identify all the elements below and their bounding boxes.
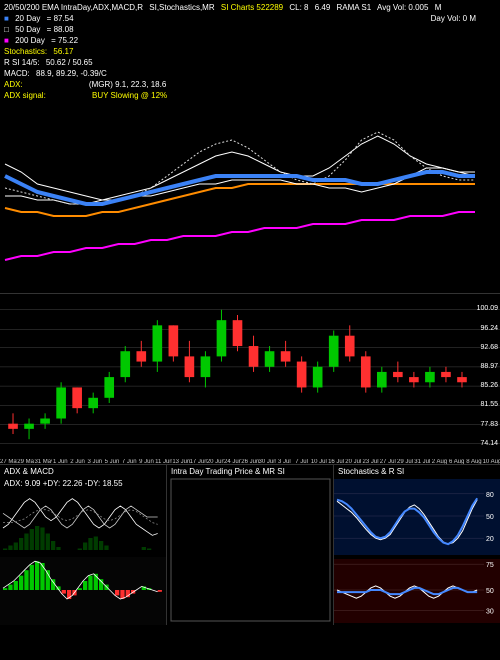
adx-values: ADX: 9.09 +DY: 22.26 -DY: 18.55 [4, 479, 123, 488]
rsi-label: R SI 14/5: [4, 58, 40, 67]
svg-text:20: 20 [486, 536, 494, 543]
y-axis-label: 77.83 [480, 421, 498, 428]
stoch-label: Stochastics: [4, 47, 47, 56]
ema50-val: 88.08 [54, 25, 74, 34]
ema200-label: 200 Day [15, 36, 45, 45]
indicator-row: ADX & MACD ADX: 9.09 +DY: 22.26 -DY: 18.… [0, 464, 500, 625]
adx-val: (MGR) 9.1, 22.3, 18.6 [89, 80, 166, 89]
adx-macd-panel: ADX & MACD ADX: 9.09 +DY: 22.26 -DY: 18.… [0, 464, 166, 625]
y-axis-label: 88.97 [480, 363, 498, 370]
y-axis-label: 85.26 [480, 382, 498, 389]
stoch-panel: Stochastics & R SI 80 50 20 75 50 30 [333, 464, 500, 625]
adx-sig-val: BUY Slowing @ 12% [92, 91, 167, 100]
macd-val: 88.9, 89.29, -0.39/C [36, 69, 107, 78]
dayvol: Day Vol: 0 M [431, 13, 476, 24]
adx-sig-label: ADX signal: [4, 91, 46, 100]
ema20-label: 20 Day [15, 14, 40, 23]
intra-title: Intra Day Trading Price & MR SI [171, 467, 285, 476]
intraday-panel: Intra Day Trading Price & MR SI [166, 464, 333, 625]
ticker: RAMA S1 [337, 3, 372, 12]
close-label: CL: 8 [289, 3, 308, 12]
avgvol: Avg Vol: 0.005 [377, 3, 428, 12]
main-line-chart [0, 103, 500, 293]
svg-text:80: 80 [486, 492, 494, 499]
ema20-val: 87.54 [54, 14, 74, 23]
macd-label: MACD: [4, 69, 30, 78]
title-part: SI Charts 522289 [221, 3, 283, 12]
adx-label: ADX: [4, 80, 23, 89]
avgvol-unit: M [435, 3, 442, 12]
y-axis-label: 81.55 [480, 401, 498, 408]
svg-text:50: 50 [486, 514, 494, 521]
svg-text:50: 50 [486, 588, 494, 595]
ema50-label: 50 Day [15, 25, 40, 34]
y-axis-label: 100.09 [477, 305, 498, 312]
close-val: 6.49 [315, 3, 331, 12]
adx-title: ADX & MACD [4, 467, 54, 476]
stoch-val: 56.17 [53, 47, 73, 56]
title-part: SI,Stochastics,MR [149, 3, 214, 12]
svg-text:30: 30 [486, 609, 494, 616]
chart-header: 20/50/200 EMA IntraDay,ADX,MACD,R SI,Sto… [0, 0, 500, 103]
candlestick-chart: 100.09 96.24 92.68 88.97 85.26 81.55 77.83 74.1… [0, 293, 500, 464]
stoch-title: Stochastics & R SI [338, 467, 404, 476]
y-axis-label: 96.24 [480, 325, 498, 332]
y-axis-label: 92.68 [480, 344, 498, 351]
rsi-val: 50.62 / 50.65 [46, 58, 93, 67]
ema200-val: 75.22 [58, 36, 78, 45]
title-part: 20/50/200 EMA IntraDay,ADX,MACD,R [4, 3, 143, 12]
y-axis-label: 74.14 [480, 440, 498, 447]
svg-text:75: 75 [486, 562, 494, 569]
